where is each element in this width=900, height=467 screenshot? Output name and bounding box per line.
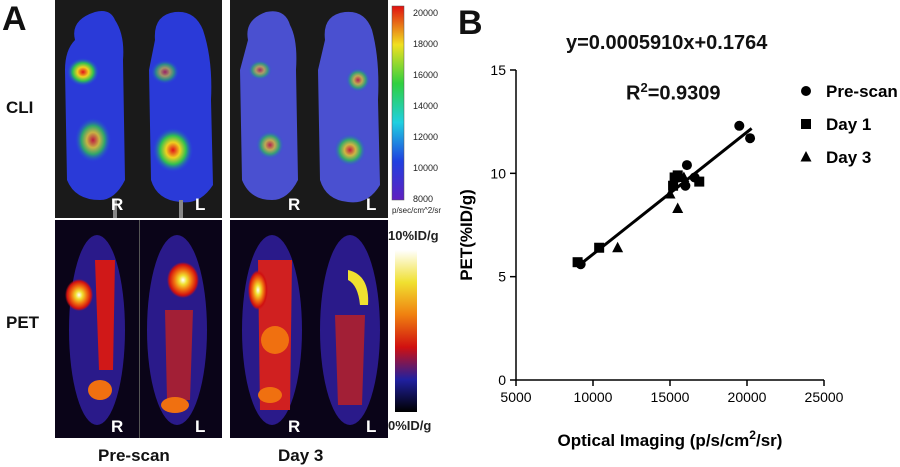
x-tick-label: 10000 [574, 389, 613, 405]
legend-marker-pre-scan [801, 86, 811, 96]
cli-scale-tick: 18000 [413, 39, 439, 49]
fit-line [576, 127, 753, 268]
legend-marker-day-3 [800, 151, 812, 162]
cli-day3-right: R [288, 195, 300, 214]
row-label-cli: CLI [6, 98, 34, 117]
legend-label-day-1: Day 1 [826, 115, 871, 134]
point-pre-scan [680, 180, 691, 191]
r-squared-label: R [626, 82, 641, 105]
point-day-1 [594, 242, 605, 253]
cli-image-prescan: R L [55, 0, 222, 218]
y-axis-label: PET(%ID/g) [457, 189, 476, 281]
col-label-prescan: Pre-scan [98, 446, 170, 465]
point-pre-scan [745, 133, 756, 144]
cli-scale-tick: 16000 [413, 70, 439, 80]
point-day-3 [678, 171, 690, 182]
cli-scale-tick: 14000 [413, 101, 439, 111]
r-squared-sup: 2 [640, 80, 648, 95]
y-tick-label: 5 [498, 269, 506, 285]
x-tick-label: 20000 [728, 389, 767, 405]
r-squared-value: =0.9309 [647, 82, 721, 105]
pet-scale-max: 10%ID/g [388, 228, 439, 243]
point-day-3 [664, 188, 676, 199]
cli-scale-tick: 12000 [413, 132, 439, 142]
cli-image-day3: R L [230, 0, 388, 218]
y-tick-label: 0 [498, 372, 506, 388]
legend-label-day-3: Day 3 [826, 148, 871, 167]
x-tick-label: 5000 [500, 389, 531, 405]
point-pre-scan [734, 120, 745, 131]
cli-prescan-left: L [195, 195, 205, 214]
point-day-1 [694, 176, 705, 187]
point-day-1 [668, 180, 679, 191]
pet-color-scale [395, 250, 417, 412]
pet-prescan-left: L [195, 417, 205, 436]
x-tick-label: 25000 [805, 389, 844, 405]
point-day-3 [672, 202, 684, 213]
cli-color-scale [391, 5, 405, 201]
x-tick-label: 15000 [651, 389, 690, 405]
row-label-pet: PET [6, 313, 40, 332]
pet-scale-min: 0%ID/g [388, 418, 432, 433]
x-axis-label: Optical Imaging (p/s/cm2/sr) [558, 428, 783, 450]
scatter-chart: 5000 10000 15000 20000 25000 0 5 10 15 Optical Im… [457, 62, 898, 450]
col-label-day3: Day 3 [278, 446, 324, 465]
pet-day3-left: L [366, 417, 376, 436]
cli-day3-left: L [366, 195, 376, 214]
panel-a-letter: A [2, 0, 27, 38]
pet-prescan-right: R [111, 417, 123, 436]
fit-equation: y=0.0005910x+0.1764 [566, 32, 768, 54]
point-day-3 [612, 241, 624, 253]
point-day-1 [572, 257, 583, 268]
legend-marker-day-1 [801, 119, 811, 129]
pet-day3-right: R [288, 417, 300, 436]
cli-scale-tick: 20000 [413, 8, 439, 18]
pet-image-prescan: R L [55, 220, 222, 438]
legend-label-pre-scan: Pre-scan [826, 82, 898, 101]
cli-scale-unit: p/sec/cm^2/sr [392, 206, 442, 215]
pet-image-day3: R L [230, 220, 388, 438]
point-day-1 [672, 170, 683, 181]
cli-prescan-right: R [111, 195, 123, 214]
cli-scale-tick: 10000 [413, 163, 439, 173]
panel-b-letter: B [458, 4, 483, 42]
cli-scale-tick: 8000 [413, 194, 434, 204]
y-tick-label: 10 [490, 165, 506, 181]
point-pre-scan [681, 160, 692, 171]
r-squared: R2=0.9309 [626, 80, 721, 106]
y-tick-label: 15 [490, 62, 506, 78]
